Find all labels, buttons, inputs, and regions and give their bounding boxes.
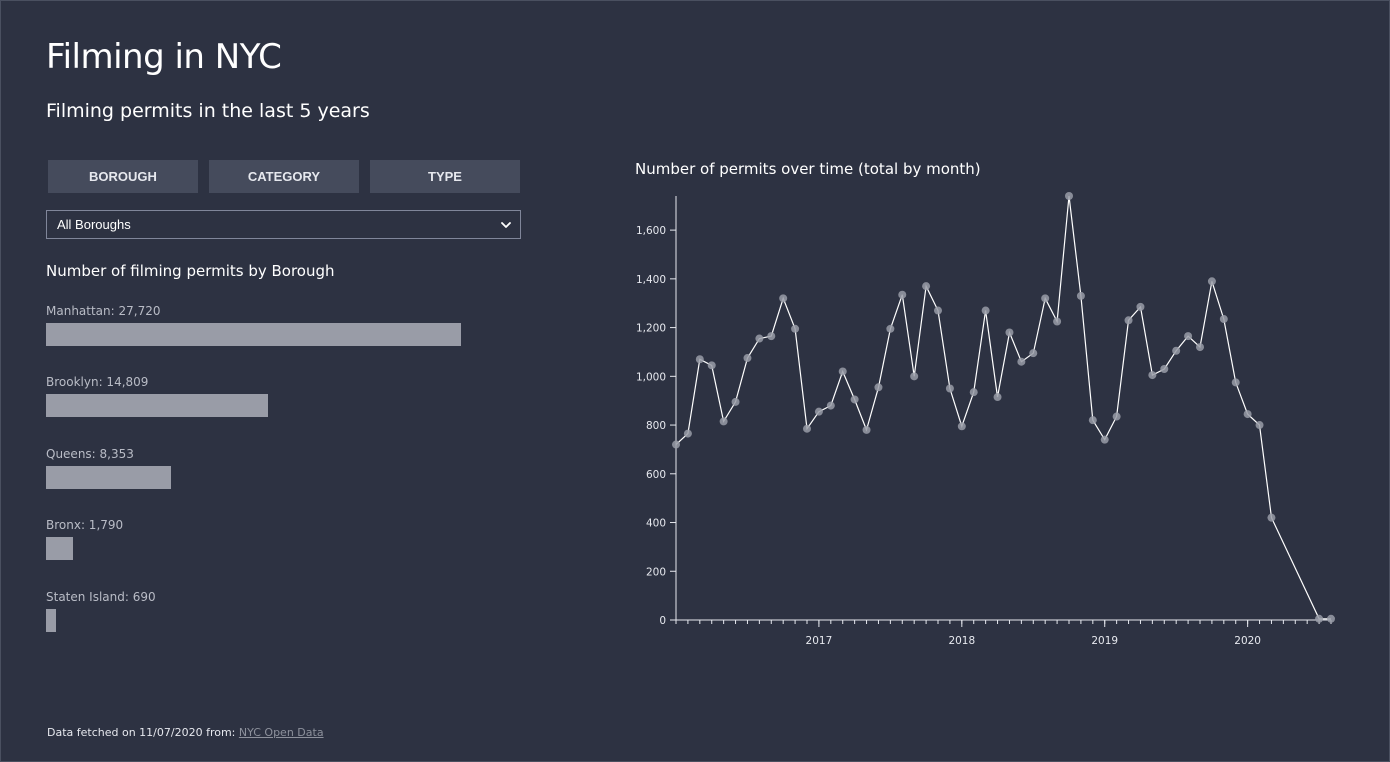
line-chart: 0 200 400 600 800 1,000 1,200 1,400 1,600 2017 201… <box>636 192 1335 647</box>
y-tick-label: 1,000 <box>636 371 666 383</box>
borough-bar-group: Staten Island: 690 <box>46 590 156 632</box>
data-point <box>1231 378 1240 387</box>
data-point <box>1184 332 1193 341</box>
data-point <box>993 393 1002 402</box>
data-point <box>838 367 847 376</box>
data-point <box>672 440 680 449</box>
data-point <box>695 355 704 364</box>
tab-borough[interactable]: BOROUGH <box>48 160 198 193</box>
y-tick-label: 1,200 <box>636 323 666 335</box>
y-tick-label: 400 <box>646 518 666 530</box>
borough-select[interactable]: All Boroughs <box>46 210 521 239</box>
data-point <box>1088 416 1097 425</box>
data-point <box>755 334 764 343</box>
data-point <box>1041 294 1050 303</box>
data-point <box>1136 302 1145 311</box>
data-point <box>814 407 823 416</box>
borough-select-value: All Boroughs <box>57 217 131 232</box>
borough-bar-label: Bronx: 1,790 <box>46 518 124 532</box>
data-point <box>1017 357 1026 366</box>
data-point <box>791 324 800 333</box>
data-point <box>1029 349 1038 358</box>
borough-bar-manhattan <box>46 323 461 346</box>
data-point <box>1065 192 1073 200</box>
series-line <box>675 195 1331 620</box>
x-tick-label: 2020 <box>1234 635 1261 647</box>
data-point <box>683 429 692 438</box>
data-point <box>886 324 895 333</box>
borough-bar-staten-island <box>46 609 57 632</box>
data-point <box>1076 291 1085 300</box>
data-point <box>1243 410 1252 419</box>
footer-text: Data fetched on 11/07/2020 from: <box>47 726 236 739</box>
footer: Data fetched on 11/07/2020 from: NYC Ope… <box>47 726 324 739</box>
y-tick-label: 0 <box>659 615 666 627</box>
data-point <box>981 306 990 315</box>
data-point <box>1207 277 1216 286</box>
data-point <box>922 282 931 291</box>
data-point <box>1005 328 1014 337</box>
borough-bar-label: Queens: 8,353 <box>46 447 134 461</box>
y-tick-label: 200 <box>646 566 666 578</box>
borough-chart-title: Number of filming permits by Borough <box>46 262 335 280</box>
data-point <box>862 425 871 434</box>
data-point <box>969 388 978 397</box>
page-title: Filming in NYC <box>46 37 282 77</box>
borough-bar-label: Manhattan: 27,720 <box>46 304 161 318</box>
chevron-down-icon <box>501 221 511 228</box>
data-point <box>1148 371 1157 380</box>
data-point <box>1327 614 1335 623</box>
data-point <box>898 290 907 299</box>
data-point <box>803 424 811 433</box>
data-point <box>945 384 954 393</box>
y-tick-label: 800 <box>646 420 666 432</box>
borough-bar-label: Staten Island: 690 <box>46 590 156 604</box>
data-point <box>1160 365 1169 374</box>
data-point <box>1255 421 1264 430</box>
data-point <box>1267 513 1276 522</box>
borough-bar-group: Queens: 8,353 <box>46 447 172 489</box>
data-point <box>779 294 788 303</box>
data-point <box>731 397 740 406</box>
data-point <box>874 383 883 392</box>
data-point <box>1124 316 1133 325</box>
y-tick-label: 600 <box>646 469 666 481</box>
borough-bar-brooklyn <box>46 394 268 417</box>
data-point <box>934 306 942 315</box>
tab-category[interactable]: CATEGORY <box>209 160 359 193</box>
data-point <box>1100 435 1109 444</box>
data-point <box>826 401 835 410</box>
data-point <box>1315 614 1324 623</box>
data-point <box>719 417 728 426</box>
data-point <box>743 354 752 363</box>
x-tick-label: 2017 <box>806 635 833 647</box>
page-subtitle: Filming permits in the last 5 years <box>46 100 370 122</box>
data-point <box>1112 412 1121 421</box>
data-point <box>1196 343 1204 352</box>
x-tick-label: 2019 <box>1091 635 1118 647</box>
data-point <box>1053 317 1062 326</box>
data-point <box>850 395 859 404</box>
borough-bar-group: Brooklyn: 14,809 <box>46 375 268 417</box>
filter-tabs: BOROUGH CATEGORY TYPE <box>48 160 520 193</box>
data-point <box>1172 346 1181 355</box>
line-chart-title: Number of permits over time (total by mo… <box>635 160 981 178</box>
borough-bar-bronx <box>46 537 73 560</box>
tab-type[interactable]: TYPE <box>370 160 520 193</box>
borough-bar-queens <box>46 466 172 489</box>
data-point <box>767 332 776 341</box>
data-point <box>1219 315 1228 324</box>
y-tick-label: 1,600 <box>636 225 666 237</box>
nyc-open-data-link[interactable]: NYC Open Data <box>238 726 324 739</box>
data-point <box>707 361 716 370</box>
borough-bar-label: Brooklyn: 14,809 <box>46 375 149 389</box>
x-tick-label: 2018 <box>948 635 975 647</box>
y-tick-label: 1,400 <box>636 274 666 286</box>
data-point <box>957 422 966 431</box>
data-point <box>910 372 919 381</box>
borough-bar-group: Manhattan: 27,720 <box>46 304 461 346</box>
borough-bar-group: Bronx: 1,790 <box>46 518 123 560</box>
